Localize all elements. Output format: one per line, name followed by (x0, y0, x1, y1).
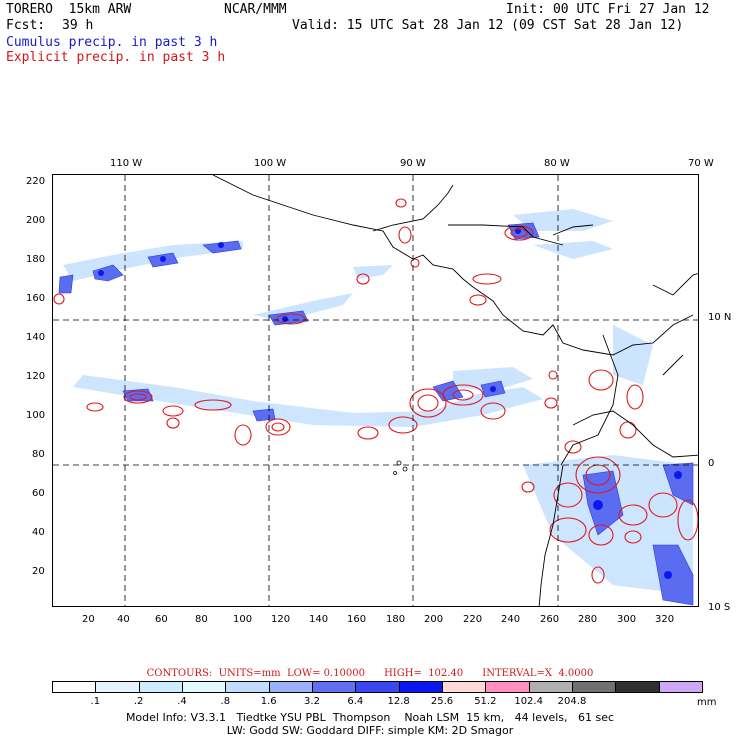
x-tick-label: 160 (347, 614, 367, 625)
x-tick-label: 80 (195, 614, 208, 625)
colorbar-swatch (225, 681, 270, 693)
colorbar-label: .8 (220, 696, 231, 707)
x-tick-label: 200 (424, 614, 444, 625)
cumulus-field-label: Cumulus precip. in past 3 h (6, 35, 218, 50)
galapagos-islands (393, 460, 408, 475)
x-tick-label: 280 (578, 614, 598, 625)
x-tick-label: 40 (117, 614, 130, 625)
map-panel (52, 174, 699, 607)
x-tick-label: 20 (82, 614, 95, 625)
colorbar-label: .4 (177, 696, 187, 707)
lon-label-70w: 70 W (688, 158, 714, 169)
colorbar-label: 12.8 (387, 696, 410, 707)
colorbar-label: 204.8 (557, 696, 587, 707)
colorbar-swatch (182, 681, 227, 693)
y-tick-label: 80 (32, 449, 45, 460)
model-title: TORERO 15km ARW (6, 2, 132, 17)
model-info: Model Info: V3.3.1 Tiedtke YSU PBL Thomp… (125, 711, 615, 724)
colorbar-label: 102.4 (514, 696, 543, 707)
lon-label-110w: 110 W (110, 158, 143, 169)
init-time: Init: 00 UTC Fri 27 Jan 12 (506, 2, 710, 17)
coastlines (212, 175, 698, 606)
y-tick-label: 100 (26, 410, 46, 421)
explicit-precip-contours (53, 198, 698, 584)
y-tick-label: 120 (26, 371, 46, 382)
colorbar-swatch (138, 681, 183, 693)
explicit-field-label: Explicit precip. in past 3 h (6, 50, 226, 65)
map-canvas (53, 175, 698, 606)
colorbar-label: .1 (90, 696, 101, 707)
lon-label-100w: 100 W (254, 158, 287, 169)
colorbar-swatch (398, 681, 443, 693)
colorbar-swatch (658, 681, 703, 693)
colorbar-swatch (268, 681, 313, 693)
x-tick-label: 60 (155, 614, 168, 625)
colorbar-swatch (442, 681, 487, 693)
lon-label-90w: 90 W (400, 158, 426, 169)
colorbar-swatch (95, 681, 140, 693)
x-tick-label: 300 (617, 614, 637, 625)
y-tick-label: 60 (32, 488, 45, 499)
x-tick-label: 140 (309, 614, 329, 625)
x-tick-label: 100 (233, 614, 253, 625)
colorbar-label: .2 (133, 696, 144, 707)
colorbar-swatch (355, 681, 400, 693)
lat-lon-grid (53, 175, 698, 606)
colorbar-units: mm (697, 697, 717, 708)
forecast-hours: 39 h (62, 18, 94, 33)
y-tick-label: 180 (26, 254, 46, 265)
x-tick-label: 120 (271, 614, 291, 625)
colorbar-swatch (312, 681, 357, 693)
y-tick-label: 40 (32, 527, 45, 538)
colorbar-label: 51.2 (474, 696, 497, 707)
colorbar-swatch (485, 681, 530, 693)
y-tick-label: 20 (32, 566, 45, 577)
lat-label-0: 0 (708, 458, 715, 469)
model-physics: LW: Godd SW: Goddard DIFF: simple KM: 2D… (226, 724, 514, 737)
valid-time: Valid: 15 UTC Sat 28 Jan 12 (09 CST Sat … (292, 18, 684, 33)
x-tick-label: 320 (655, 614, 675, 625)
x-tick-label: 220 (463, 614, 483, 625)
x-tick-label: 240 (501, 614, 521, 625)
colorbar-label: 1.6 (260, 696, 277, 707)
cumulus-precip-areas (63, 209, 693, 595)
colorbar-swatch (615, 681, 660, 693)
lat-label-10n: 10 N (708, 312, 732, 323)
colorbar-label: 25.6 (430, 696, 454, 707)
y-tick-label: 160 (26, 293, 46, 304)
colorbar-label: 3.2 (304, 696, 320, 707)
colorbar-swatch (52, 681, 97, 693)
y-tick-label: 220 (26, 176, 46, 187)
contour-info: CONTOURS: UNITS=mm LOW= 0.10000 HIGH= 10… (146, 668, 594, 679)
colorbar-swatch (572, 681, 617, 693)
lon-label-80w: 80 W (544, 158, 570, 169)
colorbar-label: 6.4 (347, 696, 364, 707)
x-tick-label: 260 (540, 614, 560, 625)
x-tick-label: 180 (386, 614, 406, 625)
y-tick-label: 200 (26, 215, 46, 226)
colorbar-swatch (528, 681, 573, 693)
y-tick-label: 140 (26, 332, 46, 343)
lat-label-10s: 10 S (708, 602, 731, 613)
forecast-label: Fcst: (6, 18, 46, 33)
organization-label: NCAR/MMM (224, 2, 287, 17)
